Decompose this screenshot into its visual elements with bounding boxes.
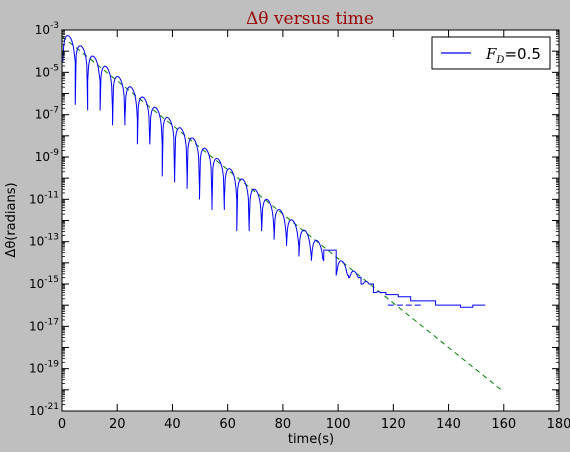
series-blue-oscillation — [62, 35, 486, 308]
y-tick-label: 10-11 — [29, 190, 59, 206]
legend-symbol: F — [485, 45, 497, 63]
y-tick-label: 10-17 — [29, 317, 59, 333]
chart-title: Δθ versus time — [246, 9, 374, 29]
x-axis-label: time(s) — [288, 432, 334, 447]
x-tick-label: 180 — [547, 417, 570, 432]
x-tick-label: 80 — [275, 417, 292, 432]
y-axis-label: Δθ(radians) — [4, 182, 19, 257]
x-tick-label: 120 — [381, 417, 406, 432]
y-tick-label: 10-21 — [29, 402, 59, 418]
legend-value: =0.5 — [504, 45, 540, 63]
y-tick-label: 10-13 — [29, 233, 59, 249]
x-tick-label: 60 — [219, 417, 236, 432]
legend: FD=0.5 — [431, 36, 551, 70]
y-tick-label: 10-3 — [35, 21, 59, 37]
x-tick-label: 20 — [109, 417, 126, 432]
y-tick-label: 10-5 — [35, 63, 59, 79]
y-tick-label: 10-15 — [29, 275, 59, 291]
x-tick-label: 140 — [436, 417, 461, 432]
x-tick-label: 100 — [326, 417, 351, 432]
plot-background — [62, 30, 559, 411]
legend-subscript: D — [495, 55, 504, 66]
y-tick-label: 10-7 — [35, 106, 59, 122]
x-tick-label: 0 — [58, 417, 66, 432]
y-tick-label: 10-19 — [29, 360, 59, 376]
y-tick-label: 10-9 — [35, 148, 60, 164]
x-tick-label: 40 — [164, 417, 181, 432]
x-tick-label: 160 — [491, 417, 516, 432]
legend-label: FD=0.5 — [485, 45, 541, 66]
